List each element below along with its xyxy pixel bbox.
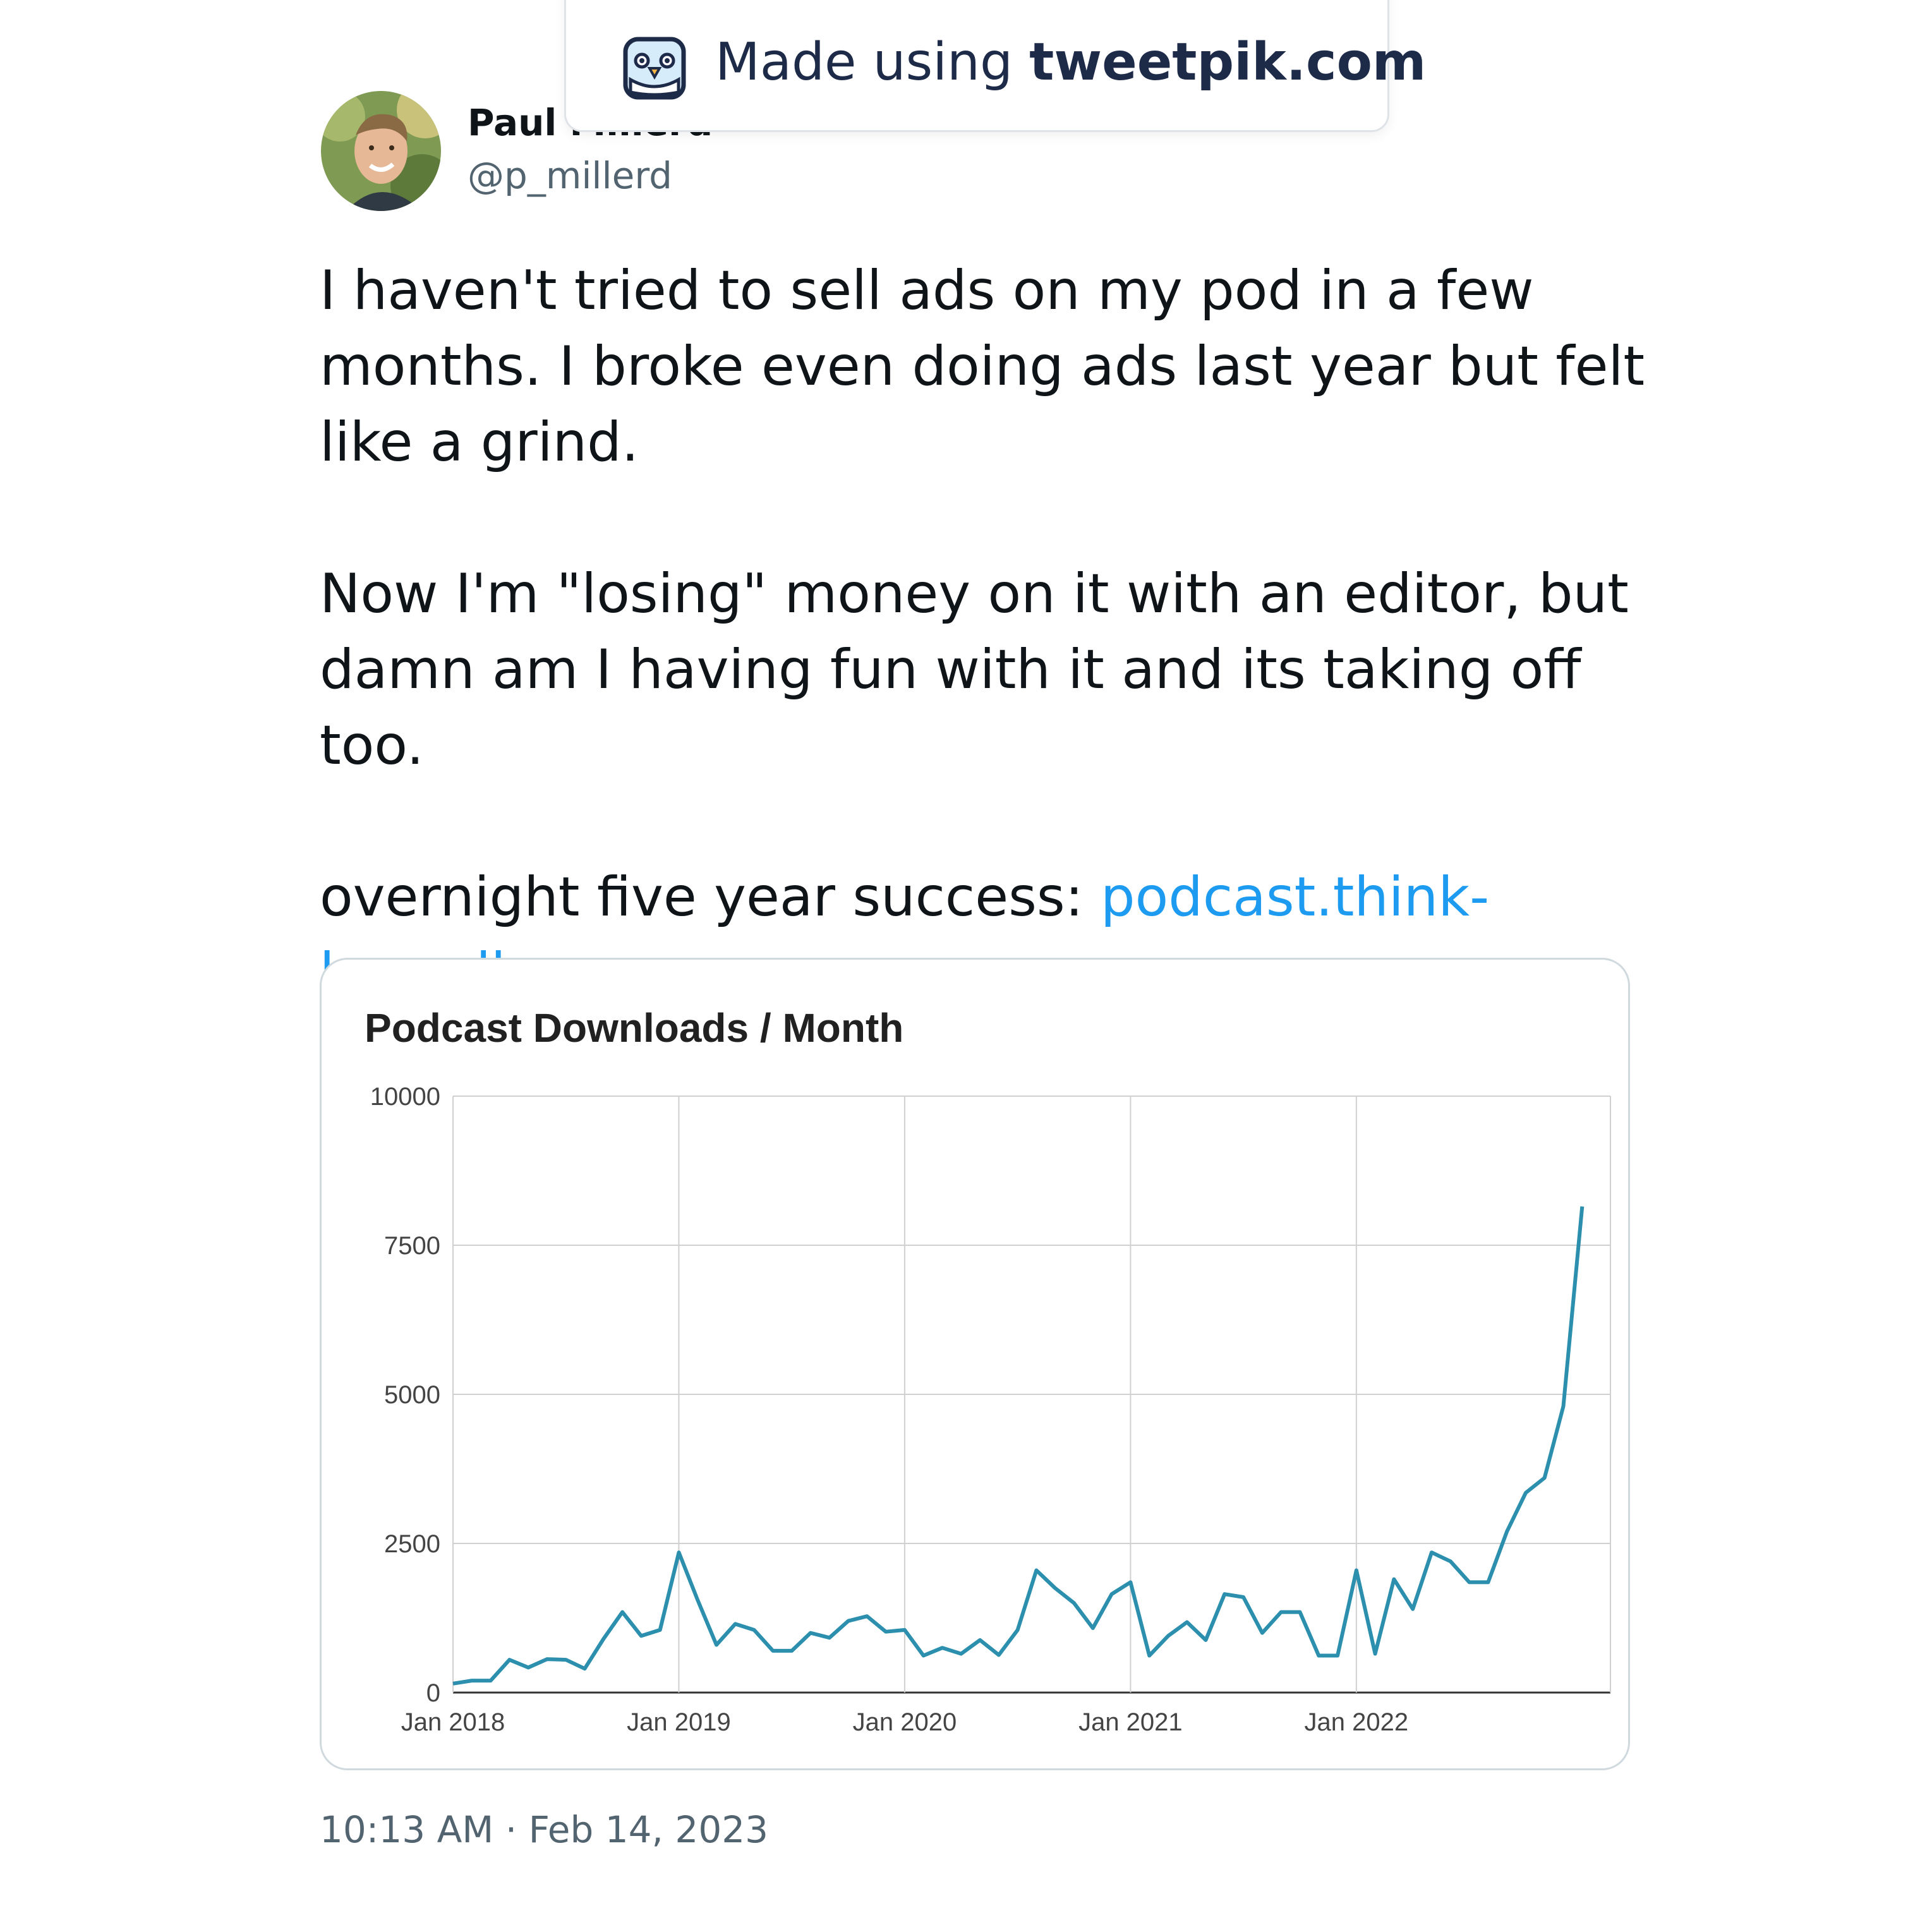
data-point [507, 1658, 511, 1662]
data-point [1034, 1568, 1038, 1572]
data-point [1411, 1607, 1415, 1611]
avatar[interactable] [321, 91, 441, 211]
data-point [451, 1682, 455, 1686]
data-point [1505, 1530, 1509, 1533]
watermark-text: Made using tweetpik.com [715, 32, 1426, 94]
parrot-logo-icon [622, 35, 687, 101]
data-point [1298, 1610, 1301, 1614]
tweet-paragraph: Now I'm "losing" money on it with an edi… [320, 562, 1629, 777]
data-point [1223, 1592, 1226, 1596]
x-tick-label: Jan 2020 [853, 1708, 957, 1736]
data-point [1562, 1404, 1566, 1408]
author-handle[interactable]: @p_millerd [468, 154, 672, 197]
data-point [1392, 1578, 1396, 1581]
data-point [564, 1658, 568, 1662]
data-point [978, 1638, 982, 1642]
data-point [1580, 1205, 1584, 1209]
x-tick-label: Jan 2022 [1305, 1708, 1409, 1736]
data-point [1486, 1580, 1490, 1584]
data-point [809, 1631, 812, 1635]
data-point [1374, 1652, 1377, 1656]
data-point [658, 1628, 662, 1632]
x-tick-label: Jan 2021 [1078, 1708, 1183, 1736]
data-point [1355, 1568, 1358, 1572]
data-point [1091, 1626, 1095, 1630]
data-point [1336, 1653, 1339, 1657]
tweetpik-watermark[interactable]: Made using tweetpik.com [564, 0, 1426, 132]
data-point [583, 1667, 587, 1670]
data-point [1166, 1634, 1170, 1638]
data-point [489, 1679, 493, 1682]
data-point [620, 1610, 624, 1614]
data-point [1053, 1586, 1057, 1590]
chart-image-card[interactable]: 0 2500 5000 7500 10000 Jan 2018 Jan 2019 Jan 20… [320, 958, 1630, 1770]
data-point [1317, 1653, 1320, 1657]
data-point [1260, 1631, 1264, 1635]
tweet-link-prefix: overnight five year success: [320, 866, 1101, 929]
data-point [1430, 1550, 1434, 1554]
data-point [545, 1657, 549, 1661]
data-point [997, 1653, 1001, 1657]
data-point [865, 1614, 869, 1618]
data-point [1241, 1595, 1245, 1599]
data-point [1468, 1580, 1471, 1584]
data-point [1185, 1621, 1189, 1624]
data-point [790, 1649, 794, 1653]
tweet-paragraph: I haven't tried to sell ads on my pod in… [320, 259, 1645, 474]
data-point [734, 1622, 737, 1626]
data-point [601, 1637, 605, 1641]
data-point [1279, 1610, 1283, 1614]
data-point [696, 1598, 699, 1602]
data-point [922, 1653, 926, 1657]
y-tick-label: 10000 [370, 1083, 440, 1111]
tweet-paragraph-link-line: overnight five year success: podcast.thi… [320, 859, 1697, 1011]
data-point [847, 1619, 850, 1623]
data-point [752, 1628, 756, 1632]
data-point [1449, 1559, 1452, 1563]
data-point [1543, 1476, 1547, 1480]
data-point [1524, 1491, 1528, 1495]
y-tick-label: 2500 [384, 1530, 440, 1558]
data-point [1147, 1653, 1151, 1657]
watermark-brand: tweetpik.com [1029, 32, 1427, 92]
data-point [1072, 1601, 1076, 1605]
data-point [1128, 1580, 1132, 1584]
y-tick-label: 7500 [384, 1232, 440, 1260]
data-point [639, 1634, 643, 1638]
tweet-text: I haven't tried to sell ads on my pod in… [320, 253, 1697, 1011]
chart-title: Podcast Downloads / Month [365, 1005, 903, 1051]
x-tick-label: Jan 2018 [401, 1708, 505, 1736]
watermark-prefix: Made using [715, 32, 1030, 92]
data-point [470, 1679, 474, 1682]
data-point [526, 1665, 530, 1669]
downloads-series-line [452, 1206, 1585, 1686]
data-point [884, 1630, 888, 1634]
data-point [828, 1636, 831, 1639]
data-point [959, 1652, 963, 1656]
data-point [715, 1643, 718, 1646]
podcast-downloads-chart: 0 2500 5000 7500 10000 Jan 2018 Jan 2019 Jan 20… [365, 1005, 1611, 1736]
data-point [771, 1649, 775, 1653]
y-tick-label: 0 [426, 1679, 440, 1707]
tweet-timestamp[interactable]: 10:13 AM · Feb 14, 2023 [320, 1808, 769, 1851]
data-point [941, 1646, 945, 1650]
x-tick-label: Jan 2019 [627, 1708, 731, 1736]
data-point [1110, 1592, 1114, 1596]
data-point [677, 1550, 680, 1554]
y-tick-label: 5000 [384, 1381, 440, 1409]
data-point [1016, 1628, 1020, 1632]
data-point [903, 1628, 907, 1632]
data-point [1204, 1638, 1208, 1642]
